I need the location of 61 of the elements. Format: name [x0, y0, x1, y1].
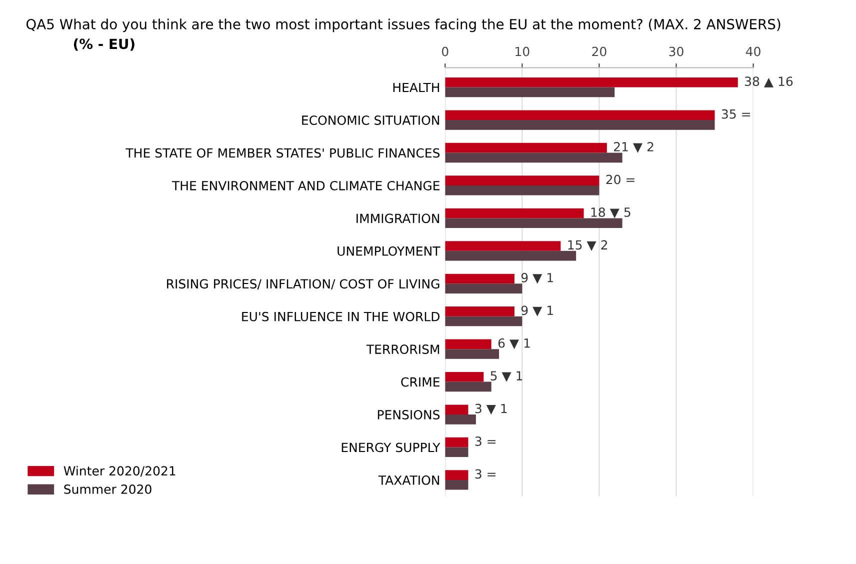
data-label: 5 ▼ 1 — [490, 371, 522, 382]
x-tick-label: 30 — [669, 46, 684, 56]
bar — [445, 372, 484, 382]
data-label: 35 = — [722, 109, 750, 119]
bar — [445, 241, 561, 251]
bar — [445, 208, 584, 218]
bar — [445, 284, 522, 294]
x-tick-label: 20 — [592, 46, 606, 56]
x-tick-label: 0 — [442, 46, 448, 56]
legend-label: Summer 2020 — [64, 484, 152, 494]
bar — [445, 77, 738, 88]
bar — [445, 120, 715, 130]
data-label: 3 ▼ 1 — [475, 404, 507, 415]
bar — [445, 185, 600, 196]
y-tick-label: THE ENVIRONMENT AND CLIMATE CHANGE — [172, 180, 440, 190]
y-tick-label: RISING PRICES/ INFLATION/ COST OF LIVING — [167, 279, 440, 290]
y-tick-label: UNEMPLOYMENT — [338, 246, 440, 256]
y-tick-label: HEALTH — [393, 82, 440, 92]
bar — [445, 274, 514, 284]
bar — [445, 176, 600, 186]
data-label: 20 = — [606, 174, 634, 184]
data-label: 9 ▼ 1 — [521, 306, 553, 316]
data-label: 21 ▼ 2 — [614, 142, 654, 153]
bar — [445, 250, 576, 261]
bar — [445, 382, 492, 392]
y-tick-label: CRIME — [401, 377, 440, 387]
x-tick-label: 40 — [746, 46, 760, 56]
data-label: 38 ▲ 16 — [744, 76, 793, 88]
x-tick-label: 10 — [516, 46, 530, 56]
bar — [445, 110, 715, 120]
bar — [445, 218, 622, 228]
bar — [445, 470, 468, 480]
bar — [445, 339, 492, 350]
bar — [445, 316, 522, 326]
bar — [445, 404, 468, 415]
y-tick-label: TERRORISM — [366, 344, 440, 354]
bar — [445, 152, 622, 163]
data-label: 6 ▼ 1 — [498, 338, 530, 350]
y-tick-label: ENERGY SUPPLY — [342, 442, 440, 452]
data-label: 18 ▼ 5 — [591, 207, 630, 218]
data-label: 3 = — [475, 469, 496, 479]
bar — [445, 349, 500, 359]
y-tick-label: PENSIONS — [378, 410, 440, 420]
bar — [445, 414, 476, 424]
y-tick-label: IMMIGRATION — [356, 214, 440, 224]
chart-title: QA5 What do you think are the two most important issues facing the EU at the moment? (MAX. 2 ANSWERS) — [26, 18, 780, 32]
y-tick-label: EU'S INFLUENCE IN THE WORLD — [242, 312, 440, 322]
y-tick-label: ECONOMIC SITUATION — [302, 116, 440, 125]
data-label: 15 ▼ 2 — [568, 240, 608, 251]
bar — [445, 142, 607, 153]
bar — [445, 437, 468, 448]
bar — [445, 480, 468, 490]
text: (% - EU) — [74, 38, 134, 51]
data-label: 9 ▼ 1 — [521, 272, 553, 284]
y-tick-label: THE STATE OF MEMBER STATES' PUBLIC FINANCES — [126, 148, 440, 158]
y-tick-label: TAXATION — [378, 475, 440, 485]
bar — [445, 447, 468, 458]
bar — [445, 87, 615, 98]
data-label: 3 = — [475, 436, 496, 446]
bar — [445, 306, 514, 316]
legend-label: Winter 2020/2021 — [64, 466, 176, 477]
